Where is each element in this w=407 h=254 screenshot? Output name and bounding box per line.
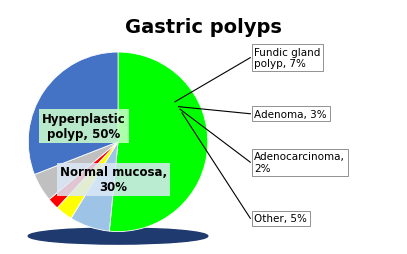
Text: Adenoma, 3%: Adenoma, 3% xyxy=(254,109,327,119)
Text: Fundic gland
polyp, 7%: Fundic gland polyp, 7% xyxy=(254,48,321,69)
Wedge shape xyxy=(109,53,208,232)
Text: Adenocarcinoma,
2%: Adenocarcinoma, 2% xyxy=(254,152,345,173)
Wedge shape xyxy=(57,142,118,218)
Text: Gastric polyps: Gastric polyps xyxy=(125,18,282,37)
Wedge shape xyxy=(71,142,118,231)
Wedge shape xyxy=(35,142,118,200)
Text: Other, 5%: Other, 5% xyxy=(254,213,307,224)
Text: Normal mucosa,
30%: Normal mucosa, 30% xyxy=(60,166,167,194)
Ellipse shape xyxy=(28,228,208,244)
Text: Hyperplastic
polyp, 50%: Hyperplastic polyp, 50% xyxy=(42,112,126,140)
Wedge shape xyxy=(49,142,118,208)
Wedge shape xyxy=(28,53,118,175)
